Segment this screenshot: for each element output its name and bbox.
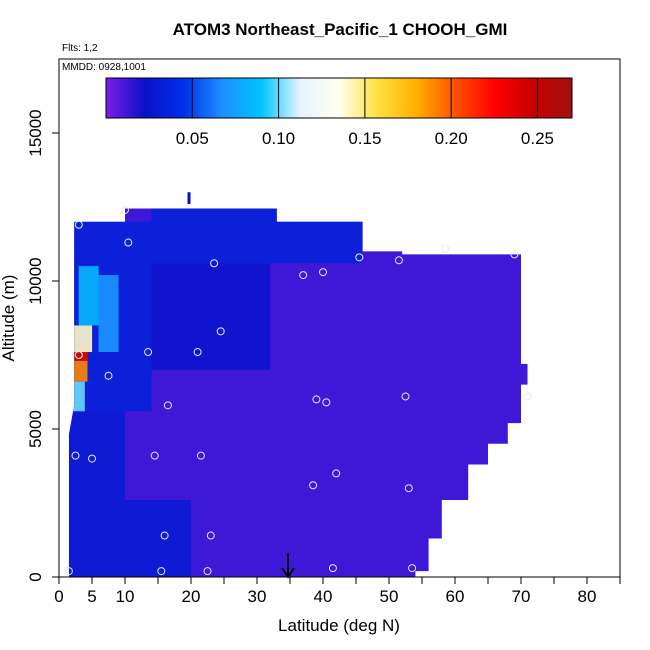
sample-point-21: [312, 395, 321, 404]
x-axis: 0 5 10 20 30 40 50 60 70 80: [54, 577, 621, 606]
chart-title: ATOM3 Northeast_Pacific_1 CHOOH_GMI: [173, 20, 508, 39]
sample-point-18: [216, 327, 225, 336]
sample-point-2: [74, 351, 83, 359]
sample-point-29: [404, 484, 413, 493]
sample-point-3: [74, 220, 83, 229]
x-tick-label: 30: [248, 587, 267, 606]
sample-point-6: [121, 205, 129, 214]
chart-subtitle-flights: Flts: 1,2: [62, 43, 98, 54]
colorbar-tick-label: 0.15: [348, 129, 381, 148]
sample-point-8: [144, 348, 153, 357]
sample-point-12: [163, 401, 172, 410]
plot-frame: [58, 58, 621, 578]
field-hotspot-5: [98, 275, 119, 353]
x-tick-label: 70: [512, 587, 531, 606]
x-tick-label: 80: [578, 587, 597, 606]
field-hotspot-4: [78, 266, 99, 326]
field-band-1: [125, 500, 191, 577]
field-band-4: [151, 263, 271, 370]
sample-point-14: [196, 451, 205, 460]
colorbar-tick-label: 0.10: [262, 129, 295, 148]
x-tick-label: 50: [380, 587, 399, 606]
sample-point-24: [328, 564, 337, 573]
field-hotspot-2: [68, 349, 89, 361]
sample-point-30: [408, 564, 417, 573]
sample-point-11: [160, 531, 169, 540]
concentration-field: [68, 208, 528, 577]
x-tick-label: 10: [116, 587, 135, 606]
sample-point-20: [309, 481, 318, 490]
y-axis: 0 5000 10000 15000: [26, 109, 59, 582]
sample-point-0: [64, 567, 73, 576]
y-tick-label: 10000: [26, 257, 45, 304]
y-tick-label: 15000: [26, 109, 45, 156]
colorbar-tick-label: 0.05: [176, 129, 209, 148]
sample-point-4: [88, 454, 96, 463]
y-tick-label: 5000: [26, 410, 45, 448]
sample-point-26: [355, 253, 364, 262]
colorbar: 0.05 0.10 0.15 0.20 0.25: [105, 77, 573, 148]
sample-points: [64, 205, 532, 576]
field-hotspot-0: [68, 381, 85, 412]
sample-point-27: [394, 256, 403, 265]
chart-subtitle-dates: MMDD: 0928,1001: [62, 62, 146, 73]
y-axis-label: Altitude (m): [0, 275, 18, 362]
sample-point-10: [157, 567, 166, 576]
field-band-3: [151, 208, 363, 264]
x-tick-label: 40: [314, 587, 333, 606]
x-tick-label: 60: [446, 587, 465, 606]
sample-point-22: [319, 268, 327, 277]
sample-point-25: [332, 469, 341, 478]
field-hotspot-3: [72, 325, 93, 353]
sample-point-23: [322, 398, 331, 407]
sample-point-17: [210, 259, 219, 268]
sample-point-33: [523, 392, 532, 401]
colorbar-tick-label: 0.25: [521, 129, 554, 148]
sample-point-15: [203, 567, 212, 576]
sample-point-13: [193, 348, 202, 357]
x-axis-label: Latitude (deg N): [278, 616, 400, 635]
sample-point-9: [150, 451, 159, 460]
sample-point-1: [71, 451, 80, 460]
x-tick-label: 0: [54, 587, 63, 606]
x-tick-label: 20: [182, 587, 201, 606]
colorbar-scale: [105, 77, 573, 119]
y-tick-label: 0: [26, 572, 45, 581]
x-tick-label: 5: [87, 587, 96, 606]
sample-point-31: [441, 244, 450, 253]
field-band-0: [68, 411, 125, 577]
sample-point-7: [124, 238, 133, 247]
sample-point-16: [206, 531, 215, 540]
sample-point-19: [299, 271, 308, 280]
sample-point-28: [401, 392, 410, 401]
sample-point-32: [510, 250, 519, 259]
colorbar-tick-label: 0.20: [435, 129, 468, 148]
sample-point-5: [104, 371, 113, 380]
